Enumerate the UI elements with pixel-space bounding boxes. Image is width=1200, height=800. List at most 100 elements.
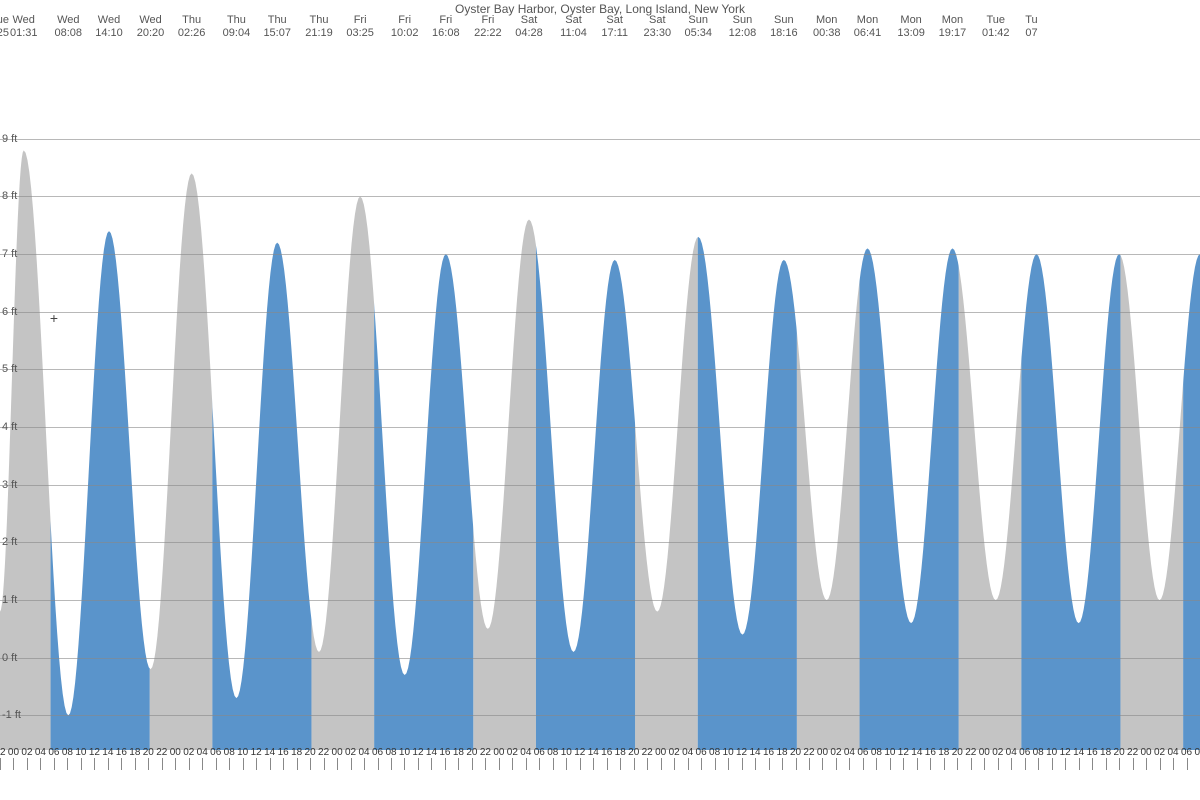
x-tick-mark	[863, 758, 864, 770]
x-tick-mark	[108, 758, 109, 770]
top-day-label: Thu	[305, 14, 333, 27]
top-day-label: Thu	[223, 14, 251, 27]
top-day-label: Fri	[474, 14, 502, 27]
tide-chart[interactable]: -1 ft0 ft1 ft2 ft3 ft4 ft5 ft6 ft7 ft8 f…	[0, 50, 1200, 770]
y-gridline	[0, 196, 1200, 197]
x-tick-label: 08	[1194, 747, 1200, 758]
x-tick-label: 20	[466, 747, 477, 758]
y-tick-label: 8 ft	[2, 190, 17, 202]
extreme-time-label: Mon06:41	[854, 14, 882, 40]
x-tick-label: 02	[1154, 747, 1165, 758]
extreme-time-label: Fri03:25	[346, 14, 374, 40]
x-tick-label: 20	[305, 747, 316, 758]
top-time-label: 00:38	[813, 27, 841, 40]
x-tick-mark	[728, 758, 729, 770]
x-tick-mark	[1065, 758, 1066, 770]
extreme-time-label: Mon13:09	[897, 14, 925, 40]
top-time-label: 25	[0, 27, 9, 40]
top-time-label: 17:11	[601, 27, 628, 40]
x-tick-mark	[67, 758, 68, 770]
x-tick-label: 12	[574, 747, 585, 758]
x-axis-ticks: 2200020406081012141618202200020406081012…	[0, 740, 1200, 770]
extreme-time-label: Tu07	[1025, 14, 1037, 40]
y-gridline	[0, 542, 1200, 543]
x-tick-mark	[202, 758, 203, 770]
x-tick-label: 12	[898, 747, 909, 758]
x-tick-label: 08	[385, 747, 396, 758]
x-tick-mark	[998, 758, 999, 770]
x-tick-mark	[1187, 758, 1188, 770]
x-tick-label: 14	[749, 747, 760, 758]
x-tick-label: 02	[183, 747, 194, 758]
x-tick-label: 06	[534, 747, 545, 758]
x-tick-mark	[1106, 758, 1107, 770]
top-time-label: 18:16	[770, 27, 798, 40]
x-tick-label: 12	[89, 747, 100, 758]
x-tick-mark	[485, 758, 486, 770]
y-gridline	[0, 312, 1200, 313]
x-tick-mark	[742, 758, 743, 770]
x-tick-mark	[337, 758, 338, 770]
x-tick-label: 18	[129, 747, 140, 758]
x-tick-mark	[1092, 758, 1093, 770]
top-day-label: Tue	[982, 14, 1010, 27]
x-tick-label: 00	[170, 747, 181, 758]
x-tick-label: 06	[48, 747, 59, 758]
x-tick-label: 08	[224, 747, 235, 758]
x-tick-mark	[822, 758, 823, 770]
top-day-label: Sat	[601, 14, 628, 27]
y-tick-label: -1 ft	[2, 709, 21, 721]
y-tick-label: 3 ft	[2, 479, 17, 491]
x-tick-mark	[930, 758, 931, 770]
x-tick-mark	[566, 758, 567, 770]
x-tick-mark	[283, 758, 284, 770]
extreme-time-label: Thu21:19	[305, 14, 333, 40]
x-tick-mark	[647, 758, 648, 770]
x-tick-mark	[324, 758, 325, 770]
x-tick-label: 16	[763, 747, 774, 758]
x-tick-mark	[404, 758, 405, 770]
y-gridline	[0, 658, 1200, 659]
top-time-label: 19:17	[939, 27, 967, 40]
x-tick-mark	[135, 758, 136, 770]
x-tick-label: 18	[453, 747, 464, 758]
top-day-label: Fri	[346, 14, 374, 27]
top-time-label: 13:09	[897, 27, 925, 40]
x-tick-mark	[903, 758, 904, 770]
extreme-time-label: Thu02:26	[178, 14, 206, 40]
x-tick-mark	[1025, 758, 1026, 770]
top-day-label: Mon	[813, 14, 841, 27]
x-tick-mark	[431, 758, 432, 770]
top-time-label: 23:30	[644, 27, 672, 40]
x-tick-label: 22	[1127, 747, 1138, 758]
top-day-label: ue	[0, 14, 9, 27]
top-day-label: Wed	[137, 14, 165, 27]
x-tick-label: 22	[0, 747, 6, 758]
top-day-label: Sat	[515, 14, 543, 27]
top-day-label: Sun	[684, 14, 712, 27]
x-tick-label: 22	[480, 747, 491, 758]
x-tick-label: 08	[1033, 747, 1044, 758]
top-day-label: Sun	[729, 14, 757, 27]
x-tick-mark	[890, 758, 891, 770]
extreme-time-label: Fri10:02	[391, 14, 419, 40]
top-day-label: Fri	[432, 14, 460, 27]
x-tick-mark	[297, 758, 298, 770]
x-tick-label: 18	[938, 747, 949, 758]
x-tick-mark	[836, 758, 837, 770]
x-tick-label: 06	[696, 747, 707, 758]
top-time-label: 06:41	[854, 27, 882, 40]
x-tick-label: 12	[251, 747, 262, 758]
x-tick-mark	[755, 758, 756, 770]
x-tick-mark	[944, 758, 945, 770]
x-tick-label: 06	[1019, 747, 1030, 758]
x-tick-label: 16	[1087, 747, 1098, 758]
x-tick-mark	[876, 758, 877, 770]
x-tick-label: 02	[830, 747, 841, 758]
extreme-time-label: Mon19:17	[939, 14, 967, 40]
top-time-label: 15:07	[263, 27, 291, 40]
x-tick-label: 22	[803, 747, 814, 758]
x-tick-label: 20	[628, 747, 639, 758]
x-tick-mark	[849, 758, 850, 770]
x-tick-mark	[512, 758, 513, 770]
